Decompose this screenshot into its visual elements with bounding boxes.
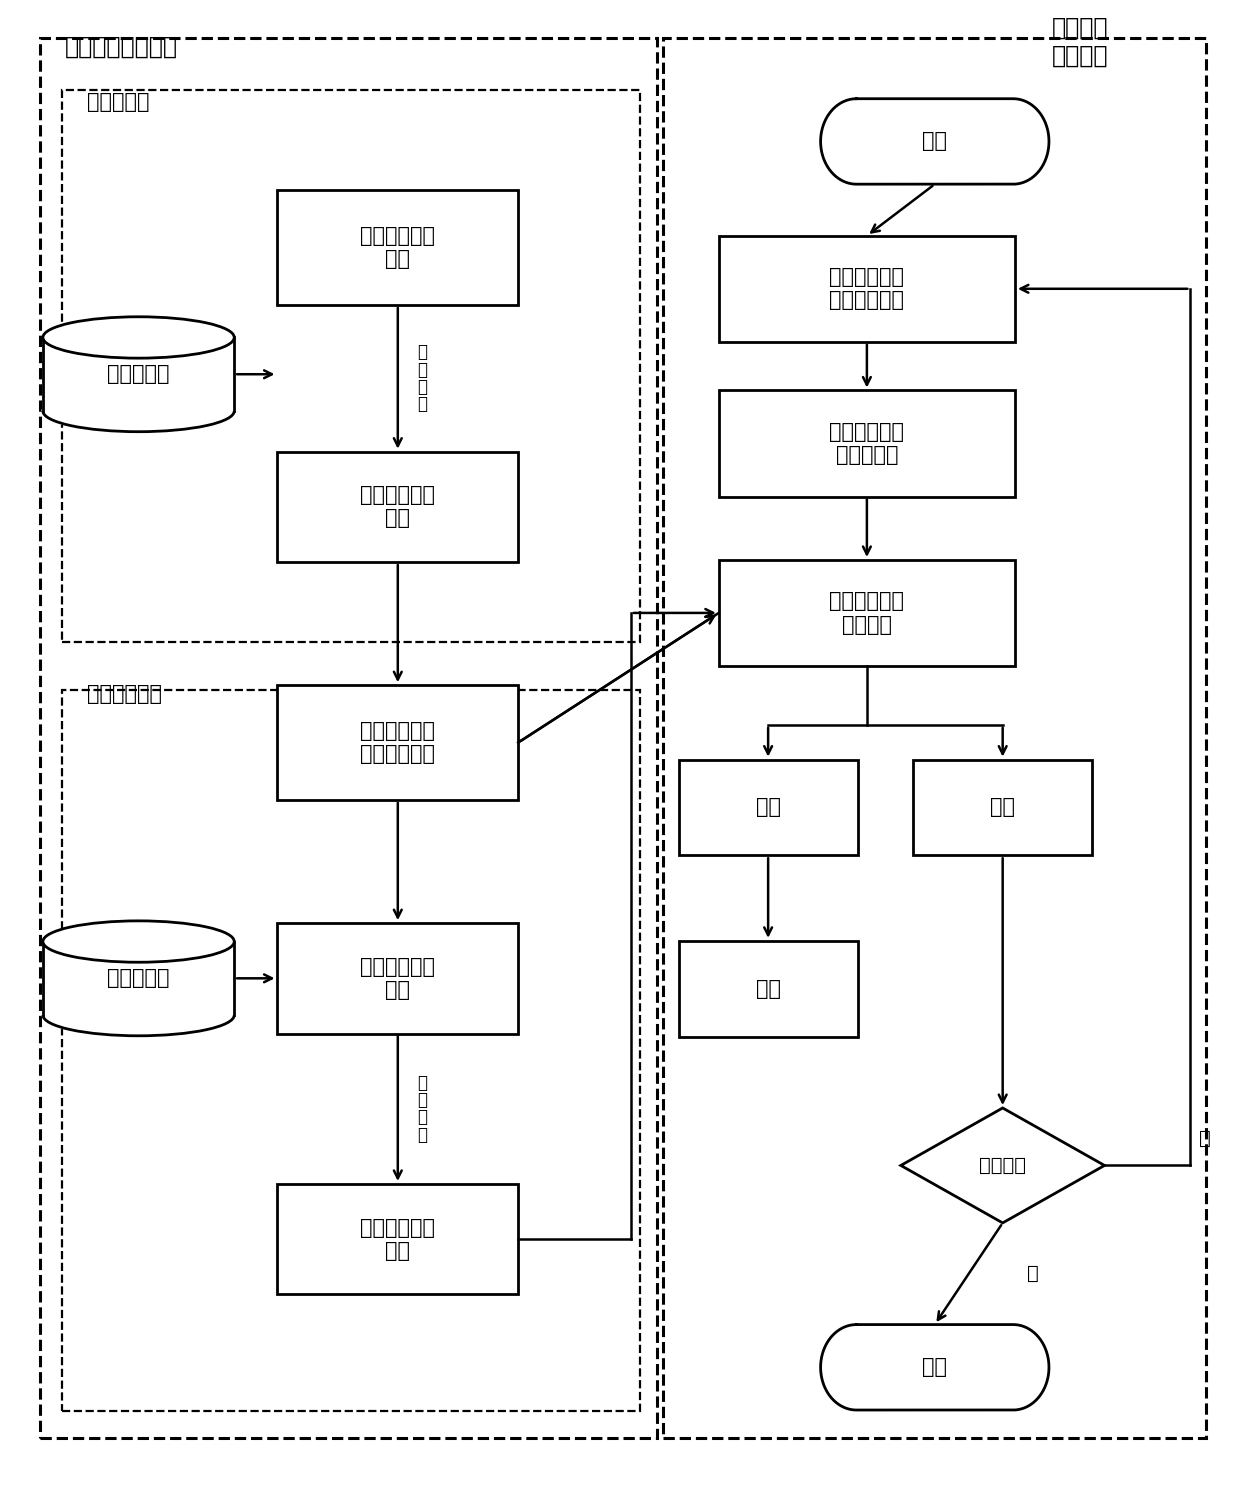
Bar (43, 941, 234, 1016)
Bar (913, 759, 1092, 855)
Polygon shape (1013, 1325, 1049, 1411)
Text: 切削物理量等
实时信号输入: 切削物理量等 实时信号输入 (830, 267, 904, 310)
Bar (278, 685, 518, 800)
Bar (719, 236, 1016, 342)
Text: 信号样本库: 信号样本库 (108, 364, 170, 385)
Text: 结束: 结束 (923, 1357, 947, 1377)
Bar (719, 391, 1016, 496)
Bar (663, 39, 1207, 1437)
Bar (40, 39, 657, 1437)
Text: 卷积神经网络
模型: 卷积神经网络 模型 (361, 1218, 435, 1261)
Ellipse shape (43, 316, 234, 358)
Text: 深度置信网络
模型: 深度置信网络 模型 (361, 486, 435, 529)
Bar (857, 98, 1013, 184)
Ellipse shape (43, 391, 234, 432)
Text: 切削参数库: 切削参数库 (108, 968, 170, 989)
Bar (857, 1325, 1013, 1411)
Text: 加工完成: 加工完成 (980, 1155, 1027, 1175)
Text: 信号预处理: 信号预处理 (87, 92, 149, 111)
Text: 刀具状态
实时监测: 刀具状态 实时监测 (1052, 16, 1109, 68)
Text: 正常: 正常 (991, 797, 1016, 817)
Text: 异常: 异常 (755, 797, 781, 817)
Ellipse shape (43, 995, 234, 1035)
Polygon shape (900, 1108, 1105, 1224)
Text: 深度学习模型训练: 深度学习模型训练 (64, 36, 177, 59)
Bar (678, 941, 858, 1037)
Text: 构建卷积神经
网络输入矩阵: 构建卷积神经 网络输入矩阵 (361, 722, 435, 765)
Bar (43, 337, 234, 411)
Text: 网
络
训
练: 网 络 训 练 (418, 1074, 428, 1143)
Text: 刀具状态分类: 刀具状态分类 (87, 685, 161, 704)
Text: 深度置信网络
信号预处理: 深度置信网络 信号预处理 (830, 422, 904, 465)
Bar (62, 91, 640, 643)
Bar (678, 759, 858, 855)
Bar (62, 689, 640, 1412)
Bar (278, 451, 518, 563)
Text: 数控加工刀具
状态辨识: 数控加工刀具 状态辨识 (830, 591, 904, 634)
Bar (278, 924, 518, 1034)
Text: 是: 是 (1028, 1264, 1039, 1283)
Text: 搭建卷积神经
网络: 搭建卷积神经 网络 (361, 956, 435, 999)
Bar (278, 190, 518, 304)
Text: 停机: 停机 (755, 979, 781, 998)
Bar (278, 1184, 518, 1295)
Text: 开始: 开始 (923, 132, 947, 151)
Text: 搭建深度置信
网络: 搭建深度置信 网络 (361, 226, 435, 269)
Polygon shape (821, 98, 857, 184)
Ellipse shape (43, 921, 234, 962)
Text: 否: 否 (1199, 1130, 1210, 1148)
Bar (719, 560, 1016, 665)
Polygon shape (821, 1325, 857, 1411)
Polygon shape (1013, 98, 1049, 184)
Text: 网
络
训
练: 网 络 训 练 (418, 343, 428, 413)
